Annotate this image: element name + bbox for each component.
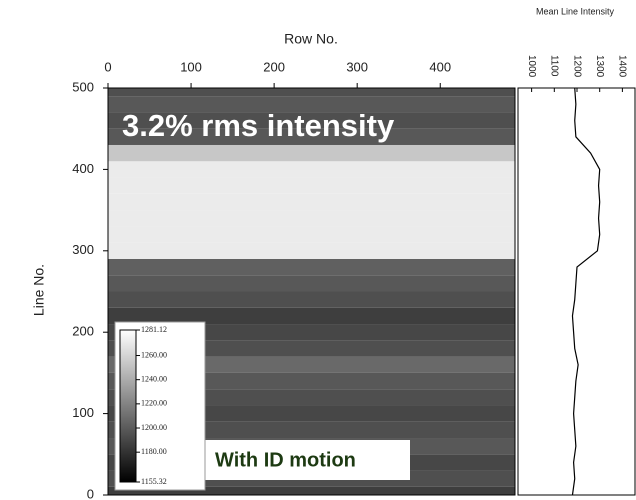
intensity-band xyxy=(108,389,515,406)
x-tick-label: 400 xyxy=(429,59,451,74)
plot-frame xyxy=(107,87,516,496)
annotation: With ID motion xyxy=(215,449,356,471)
intensity-band xyxy=(108,161,515,178)
intensity-band xyxy=(108,128,515,145)
intensity-band xyxy=(108,356,515,373)
annotation: 3.2% rms intensity xyxy=(122,108,395,143)
intensity-band xyxy=(108,144,515,162)
intensity-band xyxy=(108,421,515,439)
profile-tick-label: 1400 xyxy=(617,55,628,78)
colorbar-tick-label: 1240.00 xyxy=(141,375,167,384)
intensity-band xyxy=(108,88,515,97)
y-tick-label: 300 xyxy=(72,242,94,257)
colorbar-tick-label: 1155.32 xyxy=(141,477,167,486)
annotation-box xyxy=(205,440,410,480)
x-tick-label: 200 xyxy=(263,59,285,74)
profile-frame xyxy=(517,87,636,496)
colorbar-tick-label: 1260.00 xyxy=(141,350,167,359)
x-tick-label: 300 xyxy=(346,59,368,74)
x-tick-label: 0 xyxy=(104,59,111,74)
x-axis-label: Row No. xyxy=(284,31,338,47)
intensity-band xyxy=(108,242,515,259)
intensity-band xyxy=(108,96,515,113)
profile-title: Mean Line Intensity xyxy=(536,6,615,16)
profile-tick-label: 1100 xyxy=(549,55,560,77)
intensity-band xyxy=(108,112,515,129)
y-tick-label: 200 xyxy=(72,324,94,339)
intensity-band xyxy=(108,405,515,422)
y-tick-label: 500 xyxy=(72,79,94,94)
profile-tick-label: 1200 xyxy=(571,55,582,78)
intensity-band xyxy=(108,324,515,341)
colorbar-tick-label: 1281.12 xyxy=(141,325,167,334)
profile-line xyxy=(571,87,601,496)
y-tick-label: 100 xyxy=(72,405,94,420)
intensity-band xyxy=(108,291,515,308)
colorbar-tick-label: 1180.00 xyxy=(141,447,167,456)
profile-tick-label: 1300 xyxy=(594,55,605,78)
colorbar-tick-label: 1200.00 xyxy=(141,423,167,432)
intensity-band xyxy=(108,177,515,194)
intensity-band xyxy=(108,193,515,211)
colorbar xyxy=(119,329,137,483)
intensity-band xyxy=(108,210,515,227)
profile-tick-label: 1000 xyxy=(526,55,537,78)
y-tick-label: 400 xyxy=(72,161,94,176)
intensity-band xyxy=(108,307,515,325)
intensity-band xyxy=(108,372,515,390)
x-tick-label: 100 xyxy=(180,59,202,74)
intensity-band xyxy=(108,275,515,292)
colorbar-tick-label: 1220.00 xyxy=(141,399,167,408)
intensity-band xyxy=(108,258,515,276)
intensity-band xyxy=(108,226,515,243)
y-axis-label: Line No. xyxy=(31,264,47,316)
intensity-band xyxy=(108,486,515,495)
y-tick-label: 0 xyxy=(87,486,94,500)
intensity-band xyxy=(108,340,515,357)
